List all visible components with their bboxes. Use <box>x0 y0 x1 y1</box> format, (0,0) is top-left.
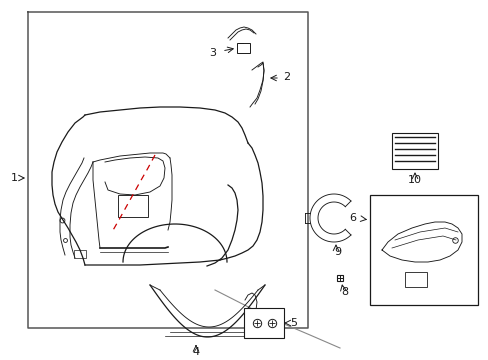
Text: 6: 6 <box>348 213 355 223</box>
Text: 3: 3 <box>208 48 216 58</box>
Text: 7: 7 <box>373 202 380 212</box>
Bar <box>391 133 437 169</box>
Bar <box>404 272 426 287</box>
Bar <box>369 195 477 305</box>
Bar <box>237 43 249 53</box>
Text: 10: 10 <box>407 175 421 185</box>
Text: 9: 9 <box>334 247 341 257</box>
Text: 8: 8 <box>341 287 348 297</box>
Text: 1: 1 <box>10 173 18 183</box>
Bar <box>74 250 86 258</box>
Bar <box>244 308 284 338</box>
Text: 5: 5 <box>289 318 296 328</box>
Bar <box>118 195 148 217</box>
Text: 4: 4 <box>192 347 199 357</box>
Text: 2: 2 <box>283 72 289 82</box>
